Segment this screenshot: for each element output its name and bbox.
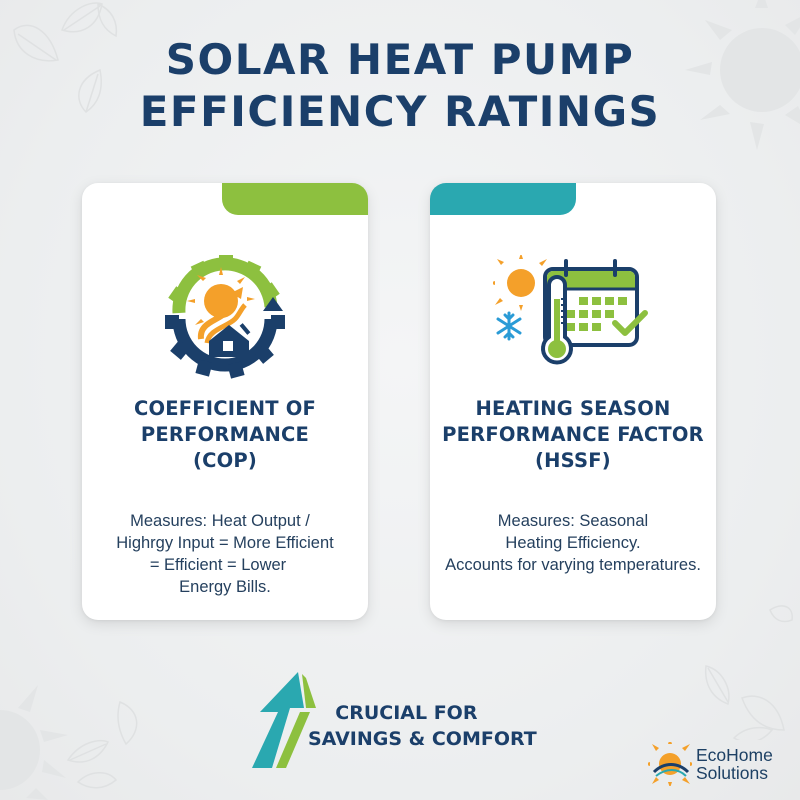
description-line: Energy Bills. — [179, 578, 271, 596]
gear-sun-house-icon — [165, 255, 285, 379]
cop-heading: COEFFICIENT OF PERFORMANCE (COP) — [82, 396, 368, 474]
description-line: Accounts for varying temperatures. — [445, 556, 701, 574]
heading-line: COEFFICIENT OF — [133, 397, 317, 420]
heading-line: (COP) — [192, 449, 257, 472]
brand-line-2: Solutions — [696, 763, 768, 783]
description-line: Heating Efficiency. — [505, 534, 641, 552]
title-line-2: EFFICIENCY RATINGS — [139, 87, 661, 136]
card-accent-tab — [430, 183, 576, 215]
heading-line: PERFORMANCE — [140, 423, 310, 446]
footer-tagline: CRUCIAL FOR SAVINGS & COMFORT — [308, 700, 537, 752]
sun-logo-icon — [648, 742, 692, 786]
description-line: = Efficient = Lower — [149, 556, 287, 574]
tagline-line-2: SAVINGS & COMFORT — [308, 728, 537, 750]
card-accent-tab — [222, 183, 368, 215]
hssf-description: Measures: Seasonal Heating Efficiency. A… — [430, 510, 716, 576]
heading-line: HEATING SEASON — [475, 397, 671, 420]
hssf-heading: HEATING SEASON PERFORMANCE FACTOR (HSSF) — [430, 396, 716, 474]
cop-description: Measures: Heat Output / Highrgy Input = … — [82, 510, 368, 598]
brand-line-1: EcoHome — [696, 745, 773, 765]
brand-name: EcoHome Solutions — [696, 746, 773, 782]
tagline-line-1: CRUCIAL FOR — [335, 702, 478, 724]
background-sun-bottom-left-icon — [0, 685, 68, 800]
description-line: Measures: Heat Output / — [130, 512, 310, 530]
calendar-thermometer-icon — [493, 255, 648, 365]
heading-line: PERFORMANCE FACTOR — [442, 423, 704, 446]
background-leaves-bottom-icon — [66, 700, 138, 789]
title-line-1: SOLAR HEAT PUMP — [165, 35, 635, 84]
page-title: SOLAR HEAT PUMP EFFICIENCY RATINGS — [0, 34, 800, 138]
cop-card: COEFFICIENT OF PERFORMANCE (COP) Measure… — [82, 183, 368, 620]
up-arrow-icon — [252, 672, 316, 768]
brand-logo: EcoHome Solutions — [648, 742, 773, 786]
hssf-card: HEATING SEASON PERFORMANCE FACTOR (HSSF)… — [430, 183, 716, 620]
heading-line: (HSSF) — [535, 449, 611, 472]
description-line: Highrgy Input = More Efficient — [116, 534, 334, 552]
description-line: Measures: Seasonal — [497, 512, 649, 530]
